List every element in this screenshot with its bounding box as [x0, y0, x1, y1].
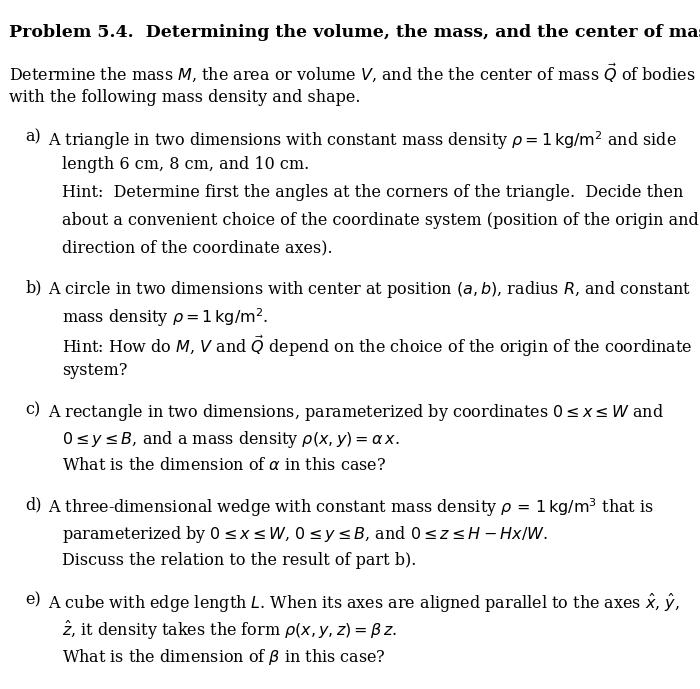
Text: Hint: How do $M$, $V$ and $\vec{Q}$ depend on the choice of the origin of the co: Hint: How do $M$, $V$ and $\vec{Q}$ depe…: [62, 334, 692, 360]
Text: What is the dimension of $\beta$ in this case?: What is the dimension of $\beta$ in this…: [62, 647, 386, 667]
Text: What is the dimension of $\alpha$ in this case?: What is the dimension of $\alpha$ in thi…: [62, 457, 386, 474]
Text: mass density $\rho = 1\,\mathrm{kg/m^2}$.: mass density $\rho = 1\,\mathrm{kg/m^2}$…: [62, 307, 268, 329]
Text: Discuss the relation to the result of part b).: Discuss the relation to the result of pa…: [62, 552, 416, 569]
Text: a): a): [25, 129, 41, 146]
Text: $0 \leq y \leq B$, and a mass density $\rho(x, y) = \alpha\, x$.: $0 \leq y \leq B$, and a mass density $\…: [62, 429, 400, 450]
Text: with the following mass density and shape.: with the following mass density and shap…: [9, 89, 361, 106]
Text: A circle in two dimensions with center at position $(a, b)$, radius $R$, and con: A circle in two dimensions with center a…: [48, 279, 692, 300]
Text: A cube with edge length $L$. When its axes are aligned parallel to the axes $\ha: A cube with edge length $L$. When its ax…: [48, 592, 680, 615]
Text: c): c): [25, 402, 41, 419]
Text: Hint:  Determine first the angles at the corners of the triangle.  Decide then: Hint: Determine first the angles at the …: [62, 184, 683, 201]
Text: A rectangle in two dimensions, parameterized by coordinates $0 \leq x \leq W$ an: A rectangle in two dimensions, parameter…: [48, 402, 664, 422]
Text: parameterized by $0 \leq x \leq W$, $0 \leq y \leq B$, and $0 \leq z \leq H - Hx: parameterized by $0 \leq x \leq W$, $0 \…: [62, 524, 547, 545]
Text: Determine the mass $M$, the area or volume $V$, and the the center of mass $\vec: Determine the mass $M$, the area or volu…: [9, 61, 696, 84]
Text: direction of the coordinate axes).: direction of the coordinate axes).: [62, 239, 332, 256]
Text: length 6 cm, 8 cm, and 10 cm.: length 6 cm, 8 cm, and 10 cm.: [62, 156, 309, 174]
Text: $\hat{z}$, it density takes the form $\rho(x, y, z) = \beta\, z$.: $\hat{z}$, it density takes the form $\r…: [62, 619, 397, 642]
Text: A three-dimensional wedge with constant mass density $\rho\, =\, 1\,\mathrm{kg/m: A three-dimensional wedge with constant …: [48, 497, 654, 520]
Text: A triangle in two dimensions with constant mass density $\rho = 1\,\mathrm{kg/m^: A triangle in two dimensions with consta…: [48, 129, 677, 152]
Text: b): b): [25, 279, 41, 296]
Text: e): e): [25, 592, 41, 609]
Text: Problem 5.4.  Determining the volume, the mass, and the center of mass: Problem 5.4. Determining the volume, the…: [9, 24, 700, 41]
Text: d): d): [25, 497, 41, 514]
Text: system?: system?: [62, 362, 127, 379]
Text: about a convenient choice of the coordinate system (position of the origin and: about a convenient choice of the coordin…: [62, 212, 699, 229]
